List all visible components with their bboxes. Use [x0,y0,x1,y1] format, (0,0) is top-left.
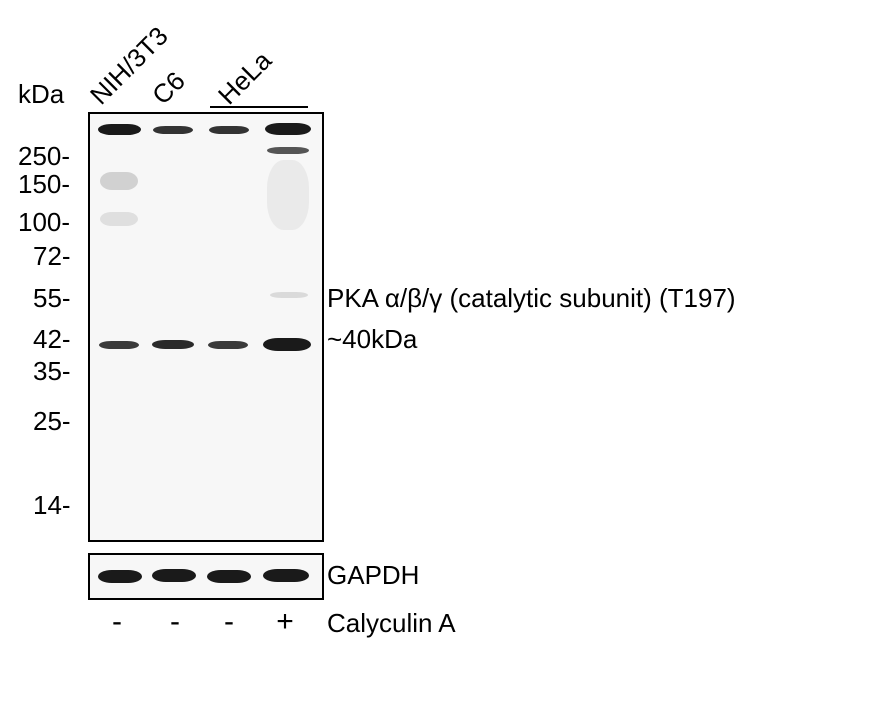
mw-250: 250- [18,141,70,172]
mw-35: 35- [33,356,71,387]
target-mw-label: ~40kDa [327,324,417,355]
mw-100: 100- [18,207,70,238]
gapdh-blot [88,553,324,600]
lane-label-c6: C6 [146,66,191,111]
top-band-lane3 [209,126,249,134]
target-band-lane1 [99,341,139,349]
mw-14: 14- [33,490,71,521]
top-band-lane4 [265,123,311,135]
mw-42: 42- [33,324,71,355]
smear-lane1-150 [100,172,138,190]
gapdh-band-lane1 [98,570,142,583]
treatment-lane3: - [216,605,242,639]
smear-lane4 [267,160,309,230]
mw-72: 72- [33,241,71,272]
lane-label-hela: HeLa [212,45,278,111]
top-band-lane1 [98,124,141,135]
treatment-lane2: - [162,605,188,639]
secondary-band-lane4 [267,147,309,154]
gapdh-band-lane4 [263,569,309,582]
treatment-lane4: + [272,605,298,639]
top-band-lane2 [153,126,193,134]
kda-heading: kDa [18,79,64,110]
gapdh-label: GAPDH [327,560,419,591]
mw-55: 55- [33,283,71,314]
faint-55-lane4 [270,292,308,298]
smear-lane1-100 [100,212,138,226]
gapdh-band-lane2 [152,569,196,582]
mw-25: 25- [33,406,71,437]
treatment-lane1: - [104,605,130,639]
target-band-lane2 [152,340,194,349]
main-blot [88,112,324,542]
gapdh-band-lane3 [207,570,251,583]
target-label: PKA α/β/γ (catalytic subunit) (T197) [327,283,736,314]
mw-150: 150- [18,169,70,200]
hela-underline [210,106,308,108]
target-band-lane3 [208,341,248,349]
western-blot-figure: kDa NIH/3T3 C6 HeLa 250- 150- 100- 72- 5… [0,0,888,711]
target-band-lane4 [263,338,311,351]
treatment-name: Calyculin A [327,608,456,639]
